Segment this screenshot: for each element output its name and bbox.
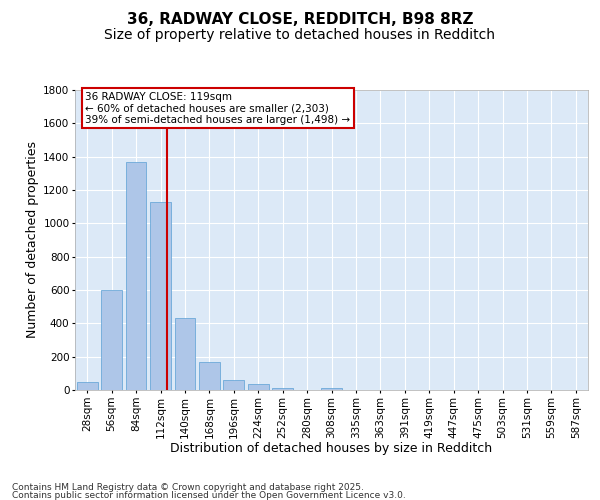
Bar	[199, 362, 220, 390]
Bar	[101, 290, 122, 390]
X-axis label: Distribution of detached houses by size in Redditch: Distribution of detached houses by size …	[170, 442, 493, 455]
Bar	[150, 202, 171, 390]
Text: 36 RADWAY CLOSE: 119sqm
← 60% of detached houses are smaller (2,303)
39% of semi: 36 RADWAY CLOSE: 119sqm ← 60% of detache…	[85, 92, 350, 124]
Text: 36, RADWAY CLOSE, REDDITCH, B98 8RZ: 36, RADWAY CLOSE, REDDITCH, B98 8RZ	[127, 12, 473, 28]
Text: Size of property relative to detached houses in Redditch: Size of property relative to detached ho…	[104, 28, 496, 42]
Y-axis label: Number of detached properties: Number of detached properties	[26, 142, 39, 338]
Bar	[223, 380, 244, 390]
Bar	[125, 162, 146, 390]
Text: Contains HM Land Registry data © Crown copyright and database right 2025.: Contains HM Land Registry data © Crown c…	[12, 482, 364, 492]
Text: Contains public sector information licensed under the Open Government Licence v3: Contains public sector information licen…	[12, 491, 406, 500]
Bar	[272, 388, 293, 390]
Bar	[321, 388, 342, 390]
Bar	[248, 384, 269, 390]
Bar	[77, 382, 98, 390]
Bar	[175, 318, 196, 390]
